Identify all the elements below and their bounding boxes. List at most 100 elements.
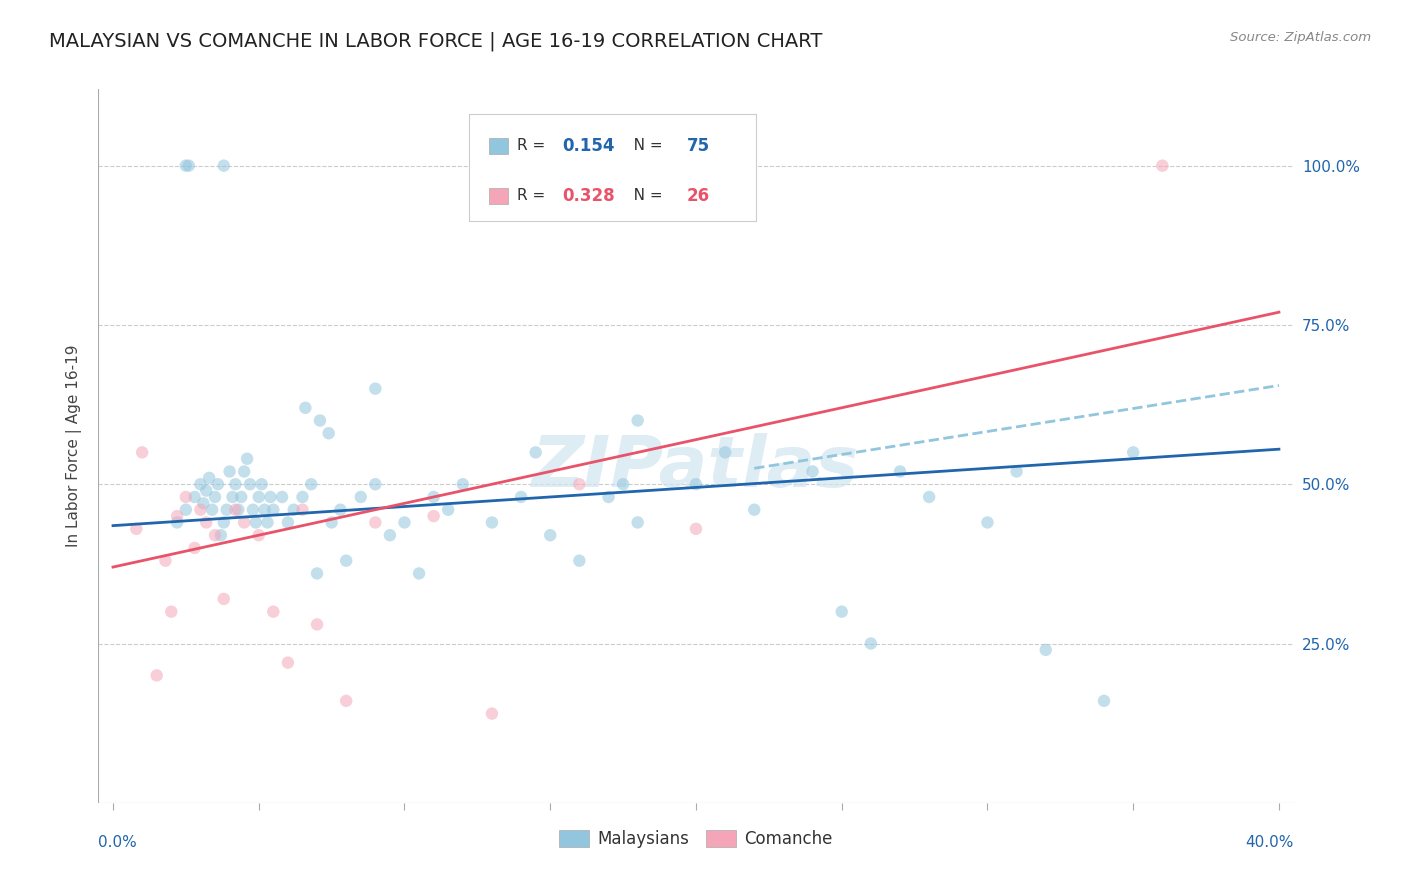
Point xyxy=(245,516,267,530)
Point xyxy=(305,617,328,632)
Point xyxy=(283,502,305,516)
Point xyxy=(1152,159,1174,173)
Point xyxy=(212,591,235,606)
Point xyxy=(253,502,276,516)
Point xyxy=(335,554,357,568)
Point xyxy=(174,490,197,504)
Point xyxy=(145,668,167,682)
Point xyxy=(174,159,197,173)
Point xyxy=(224,502,246,516)
Point xyxy=(318,426,340,441)
Point xyxy=(481,706,503,721)
Point xyxy=(394,516,416,530)
Point xyxy=(259,490,281,504)
Text: 40.0%: 40.0% xyxy=(1246,835,1294,850)
Legend: Malaysians, Comanche: Malaysians, Comanche xyxy=(553,823,839,855)
Point xyxy=(201,502,224,516)
Point xyxy=(212,159,235,173)
Point xyxy=(612,477,634,491)
Point xyxy=(228,502,250,516)
FancyBboxPatch shape xyxy=(470,114,756,221)
Point xyxy=(239,477,262,491)
Point xyxy=(598,490,620,504)
Text: 26: 26 xyxy=(688,186,710,204)
Point xyxy=(364,382,387,396)
Point xyxy=(309,413,332,427)
Point xyxy=(329,502,352,516)
Point xyxy=(131,445,153,459)
Point xyxy=(627,516,650,530)
Point xyxy=(250,477,273,491)
Point xyxy=(160,605,183,619)
Point xyxy=(408,566,430,581)
Point xyxy=(190,502,212,516)
Text: R =: R = xyxy=(517,138,550,153)
Point xyxy=(305,566,328,581)
Point xyxy=(364,477,387,491)
Point xyxy=(155,554,177,568)
Point xyxy=(364,516,387,530)
Point xyxy=(291,502,314,516)
Point xyxy=(918,490,941,504)
Point xyxy=(538,528,561,542)
FancyBboxPatch shape xyxy=(489,188,508,203)
Point xyxy=(174,502,197,516)
Point xyxy=(291,490,314,504)
Point xyxy=(437,502,460,516)
Point xyxy=(277,516,299,530)
Text: N =: N = xyxy=(619,138,668,153)
Point xyxy=(1005,465,1028,479)
FancyBboxPatch shape xyxy=(489,138,508,153)
Point xyxy=(627,413,650,427)
Point xyxy=(177,159,200,173)
Point xyxy=(247,528,270,542)
Point xyxy=(422,490,444,504)
Point xyxy=(524,445,547,459)
Point xyxy=(247,490,270,504)
Point xyxy=(350,490,373,504)
Text: 0.328: 0.328 xyxy=(562,186,616,204)
Point xyxy=(889,465,911,479)
Point xyxy=(321,516,343,530)
Point xyxy=(294,401,316,415)
Text: ZIPatlas: ZIPatlas xyxy=(533,433,859,502)
Text: R =: R = xyxy=(517,188,550,203)
Y-axis label: In Labor Force | Age 16-19: In Labor Force | Age 16-19 xyxy=(66,344,82,548)
Point xyxy=(204,528,226,542)
Point xyxy=(195,516,218,530)
Point xyxy=(166,516,188,530)
Point xyxy=(1035,643,1057,657)
Text: MALAYSIAN VS COMANCHE IN LABOR FORCE | AGE 16-19 CORRELATION CHART: MALAYSIAN VS COMANCHE IN LABOR FORCE | A… xyxy=(49,31,823,51)
Point xyxy=(183,541,205,555)
Point xyxy=(1092,694,1115,708)
Point xyxy=(685,522,707,536)
Point xyxy=(481,516,503,530)
Text: 0.154: 0.154 xyxy=(562,136,614,154)
Text: Source: ZipAtlas.com: Source: ZipAtlas.com xyxy=(1230,31,1371,45)
Point xyxy=(212,516,235,530)
Point xyxy=(335,694,357,708)
Point xyxy=(224,477,246,491)
Point xyxy=(236,451,259,466)
Point xyxy=(378,528,401,542)
Point xyxy=(568,477,591,491)
Text: N =: N = xyxy=(619,188,668,203)
Point xyxy=(859,636,882,650)
Text: 75: 75 xyxy=(688,136,710,154)
Point xyxy=(742,502,765,516)
Point xyxy=(207,477,229,491)
Point xyxy=(256,516,278,530)
Point xyxy=(451,477,474,491)
Point xyxy=(976,516,998,530)
Point xyxy=(183,490,205,504)
Point xyxy=(215,502,238,516)
Point xyxy=(299,477,322,491)
Point xyxy=(221,490,243,504)
Point xyxy=(242,502,264,516)
Point xyxy=(233,465,256,479)
Point xyxy=(204,490,226,504)
Point xyxy=(198,471,221,485)
Point xyxy=(218,465,240,479)
Point xyxy=(231,490,253,504)
Point xyxy=(233,516,256,530)
